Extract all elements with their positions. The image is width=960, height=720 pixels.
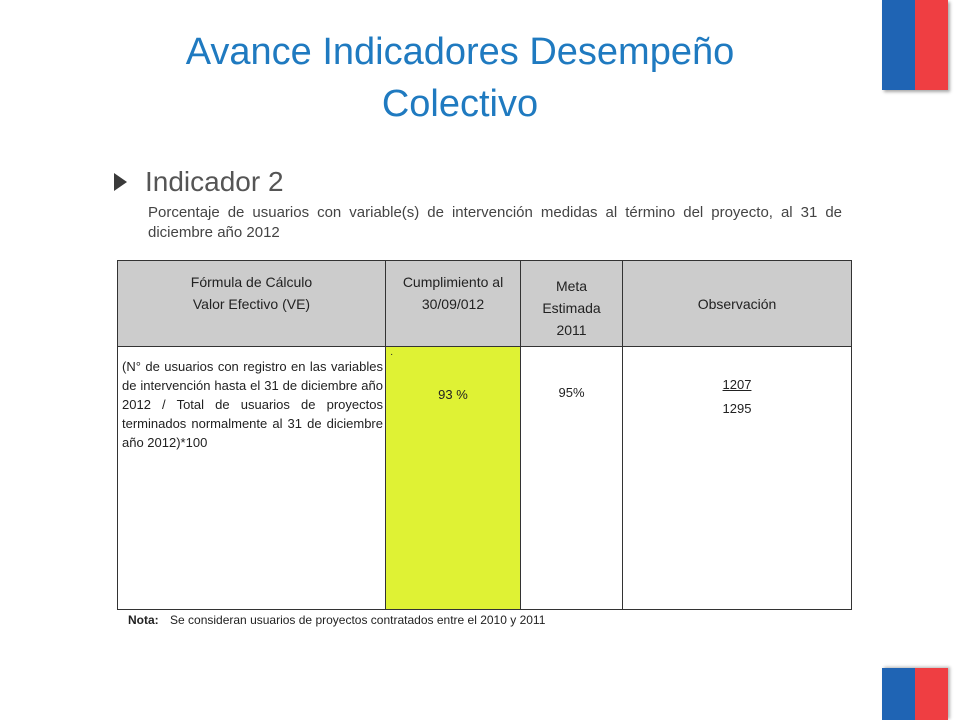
header-meta: Meta Estimada 2011 — [520, 260, 623, 347]
chile-flag-bottom-decoration — [882, 668, 948, 720]
header-formula-line1: Fórmula de Cálculo — [190, 274, 313, 290]
cell-formula: (N° de usuarios con registro en las vari… — [117, 346, 386, 610]
flag-blue-stripe-bottom — [882, 668, 915, 720]
title-line-1: Avance Indicadores Desempeño — [185, 31, 735, 73]
header-meta-line3: 2011 — [556, 322, 587, 338]
chile-flag-top-decoration — [882, 0, 948, 90]
flag-red-stripe-bottom — [915, 668, 948, 720]
header-meta-line1: Meta — [555, 278, 588, 294]
cell-cumplimiento-mark: · — [390, 349, 394, 360]
indicator-label: Indicador 2 — [145, 166, 284, 197]
cell-cumplimiento-value: 93 % — [438, 387, 468, 402]
table-header-row: Fórmula de Cálculo Valor Efectivo (VE) C… — [117, 260, 852, 347]
header-formula-line2: Valor Efectivo (VE) — [192, 296, 311, 312]
indicator-description: Porcentaje de usuarios con variable(s) d… — [148, 204, 842, 241]
header-observacion: Observación — [622, 260, 852, 347]
header-cumplimiento-line2: 30/09/012 — [421, 296, 485, 312]
cell-observacion: 1207 1295 — [622, 346, 852, 610]
obs-numerator: 1207 — [722, 377, 752, 392]
indicator-bullet: Indicador 2 — [114, 166, 284, 198]
footnote-text: Se consideran usuarios de proyectos cont… — [170, 613, 546, 627]
cell-cumplimiento: · 93 % — [385, 346, 521, 610]
slide-title: Avance Indicadores Desempeño Colectivo — [100, 26, 820, 130]
table-row: (N° de usuarios con registro en las vari… — [117, 346, 852, 610]
footnote-label: Nota: — [128, 613, 159, 627]
obs-denominator: 1295 — [722, 401, 752, 416]
header-meta-line2: Estimada — [542, 300, 601, 316]
title-line-2: Colectivo — [381, 83, 539, 125]
arrow-bullet-icon — [114, 173, 127, 191]
flag-blue-stripe — [882, 0, 915, 90]
cell-meta: 95% — [520, 346, 623, 610]
flag-red-stripe — [915, 0, 948, 90]
footnote: Nota: Se consideran usuarios de proyecto… — [128, 613, 545, 627]
header-cumplimiento-line1: Cumplimiento al — [402, 274, 504, 290]
header-formula: Fórmula de Cálculo Valor Efectivo (VE) — [117, 260, 386, 347]
indicator-table: Fórmula de Cálculo Valor Efectivo (VE) C… — [117, 260, 852, 610]
header-cumplimiento: Cumplimiento al 30/09/012 — [385, 260, 521, 347]
